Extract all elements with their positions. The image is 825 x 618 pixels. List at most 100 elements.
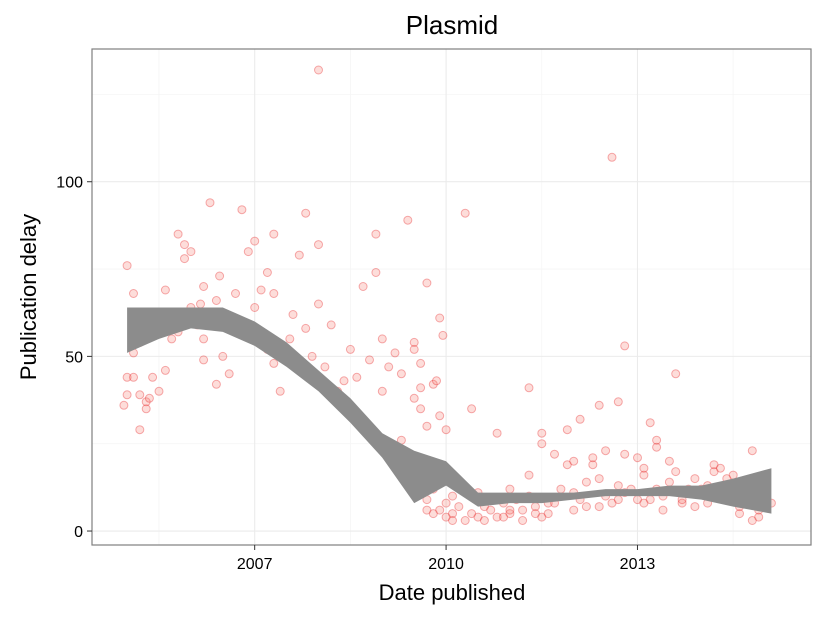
y-axis: 0 50 100 bbox=[56, 175, 92, 541]
data-point bbox=[460, 208, 470, 218]
data-point bbox=[314, 299, 323, 309]
data-point bbox=[671, 369, 681, 379]
data-point bbox=[588, 453, 598, 463]
data-point bbox=[639, 498, 649, 508]
data-point bbox=[256, 285, 266, 295]
plot-panel bbox=[91, 48, 812, 546]
data-point bbox=[135, 425, 145, 435]
x-tick-label: 2013 bbox=[620, 556, 656, 573]
data-point bbox=[416, 358, 426, 368]
data-point bbox=[269, 229, 279, 239]
data-point bbox=[173, 229, 183, 239]
x-tick-label: 2007 bbox=[237, 556, 273, 573]
data-point bbox=[141, 404, 151, 414]
data-point bbox=[479, 516, 489, 525]
data-point bbox=[594, 502, 604, 512]
data-point bbox=[569, 456, 579, 466]
data-point bbox=[639, 470, 649, 480]
data-point bbox=[243, 247, 253, 257]
data-point bbox=[562, 425, 572, 435]
data-point bbox=[141, 397, 151, 407]
data-point bbox=[581, 502, 591, 512]
data-point bbox=[537, 512, 547, 522]
data-point bbox=[377, 386, 387, 396]
y-tick-label: 100 bbox=[56, 175, 83, 192]
data-point bbox=[205, 198, 215, 208]
data-point bbox=[652, 435, 662, 445]
data-point bbox=[403, 215, 413, 225]
data-point bbox=[428, 509, 438, 519]
data-point bbox=[747, 516, 757, 525]
data-point bbox=[747, 446, 757, 456]
data-point bbox=[715, 463, 725, 473]
data-point bbox=[422, 421, 432, 431]
data-point bbox=[550, 449, 559, 459]
data-point bbox=[677, 498, 687, 508]
data-point bbox=[524, 383, 534, 393]
data-point bbox=[122, 261, 132, 271]
data-point bbox=[448, 516, 457, 525]
data-point bbox=[180, 254, 189, 264]
data-point bbox=[326, 320, 336, 330]
data-point bbox=[690, 474, 700, 484]
data-point bbox=[301, 208, 311, 218]
data-point bbox=[486, 505, 496, 515]
data-point bbox=[454, 502, 464, 512]
data-point bbox=[438, 330, 448, 340]
data-points bbox=[119, 65, 776, 525]
y-axis-title: Publication delay bbox=[16, 214, 41, 380]
data-point bbox=[709, 460, 719, 470]
data-point bbox=[671, 467, 681, 477]
data-point bbox=[543, 509, 553, 519]
data-point bbox=[320, 362, 330, 372]
data-point bbox=[594, 474, 604, 484]
data-point bbox=[390, 348, 400, 358]
data-point bbox=[658, 505, 668, 515]
data-point bbox=[199, 282, 209, 291]
data-point bbox=[148, 372, 158, 382]
data-point bbox=[154, 386, 164, 396]
data-point bbox=[645, 418, 655, 428]
data-point bbox=[518, 505, 528, 515]
data-point bbox=[620, 449, 630, 459]
smooth-band bbox=[127, 307, 772, 514]
data-point bbox=[505, 505, 515, 515]
data-point bbox=[262, 268, 272, 277]
data-point bbox=[275, 386, 285, 396]
data-point bbox=[613, 481, 623, 491]
data-point bbox=[160, 285, 170, 295]
data-point bbox=[499, 512, 508, 522]
data-point bbox=[422, 278, 432, 288]
data-point bbox=[416, 383, 426, 393]
data-point bbox=[384, 362, 394, 372]
data-point bbox=[358, 282, 368, 291]
y-tick-label: 50 bbox=[65, 349, 83, 366]
data-point bbox=[422, 505, 432, 515]
data-point bbox=[581, 477, 591, 487]
data-point bbox=[237, 205, 247, 215]
data-point bbox=[167, 334, 177, 344]
data-point bbox=[377, 334, 387, 344]
data-point bbox=[409, 344, 419, 354]
data-point bbox=[633, 453, 642, 463]
data-point bbox=[435, 313, 445, 323]
data-point bbox=[569, 505, 579, 515]
data-point bbox=[620, 341, 630, 351]
data-point bbox=[441, 512, 451, 522]
data-point bbox=[754, 512, 764, 522]
data-point bbox=[530, 509, 540, 519]
smooth-ribbon bbox=[127, 307, 772, 514]
data-point bbox=[428, 379, 438, 389]
data-point bbox=[211, 379, 221, 389]
data-point bbox=[250, 236, 260, 246]
data-point bbox=[160, 365, 170, 375]
data-point bbox=[448, 491, 457, 501]
data-point bbox=[613, 495, 623, 505]
data-point bbox=[218, 351, 228, 361]
data-point bbox=[460, 516, 470, 525]
data-point bbox=[435, 411, 445, 421]
data-point bbox=[371, 268, 381, 277]
data-point bbox=[224, 369, 234, 379]
data-point bbox=[129, 289, 138, 298]
data-point bbox=[409, 393, 419, 403]
